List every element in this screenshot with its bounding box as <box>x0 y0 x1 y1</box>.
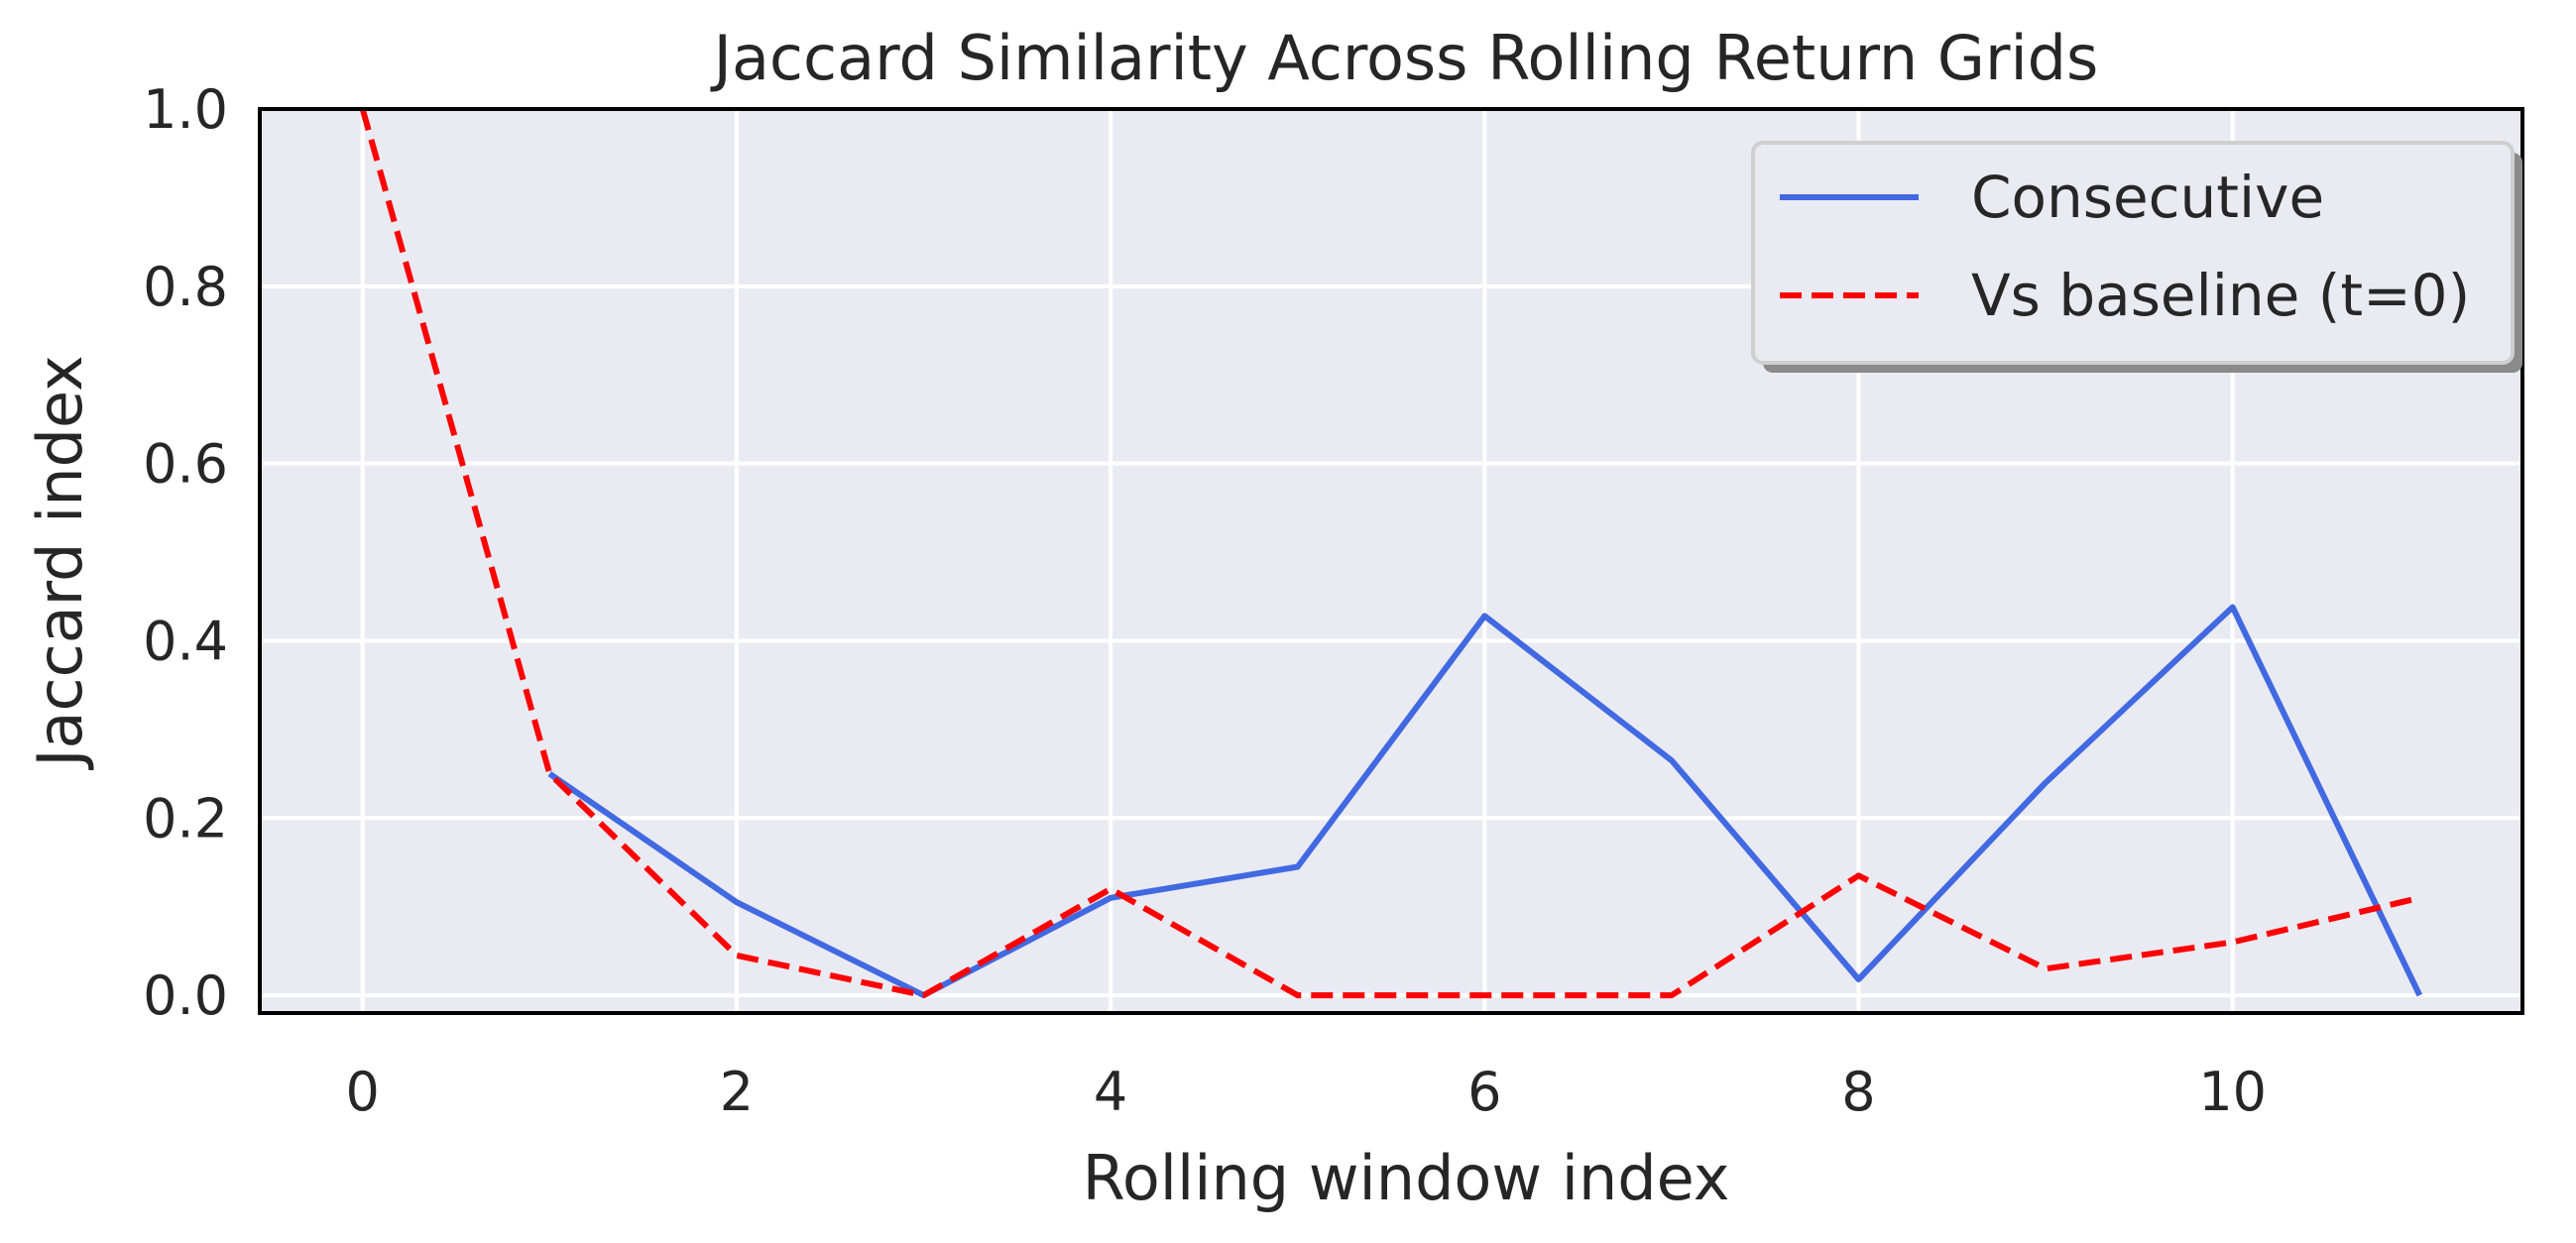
series-line-0 <box>547 604 2423 999</box>
chart-title: Jaccard Similarity Across Rolling Return… <box>710 22 2099 94</box>
plot-frame <box>258 107 2524 1015</box>
legend-box <box>1751 141 2515 365</box>
x-tick-labels: 0 2 4 6 8 10 <box>346 1061 2267 1123</box>
x-tick-label: 6 <box>1467 1061 1501 1123</box>
y-tick-labels: 0.0 0.2 0.4 0.6 0.8 1.0 <box>143 78 228 1027</box>
x-tick-label: 4 <box>1094 1061 1127 1123</box>
y-tick-label: 1.0 <box>143 78 228 141</box>
x-tick-label: 0 <box>346 1061 380 1123</box>
legend: Consecutive Vs baseline (t=0) <box>1751 141 2522 373</box>
y-tick-label: 0.8 <box>143 256 228 318</box>
x-tick-label: 8 <box>1841 1061 1875 1123</box>
x-axis-label: Rolling window index <box>1083 1142 1730 1214</box>
y-tick-label: 0.0 <box>143 964 228 1027</box>
series-line-1 <box>359 108 2420 999</box>
y-tick-label: 0.4 <box>143 610 228 672</box>
y-tick-label: 0.2 <box>143 787 228 849</box>
y-tick-label: 0.6 <box>143 433 228 496</box>
x-tick-label: 10 <box>2198 1061 2267 1123</box>
legend-label-consecutive: Consecutive <box>1971 164 2324 231</box>
legend-label-vs-baseline: Vs baseline (t=0) <box>1971 262 2470 329</box>
y-axis-label: Jaccard index <box>24 355 96 771</box>
series-layer <box>359 108 2423 999</box>
x-tick-label: 2 <box>720 1061 754 1123</box>
